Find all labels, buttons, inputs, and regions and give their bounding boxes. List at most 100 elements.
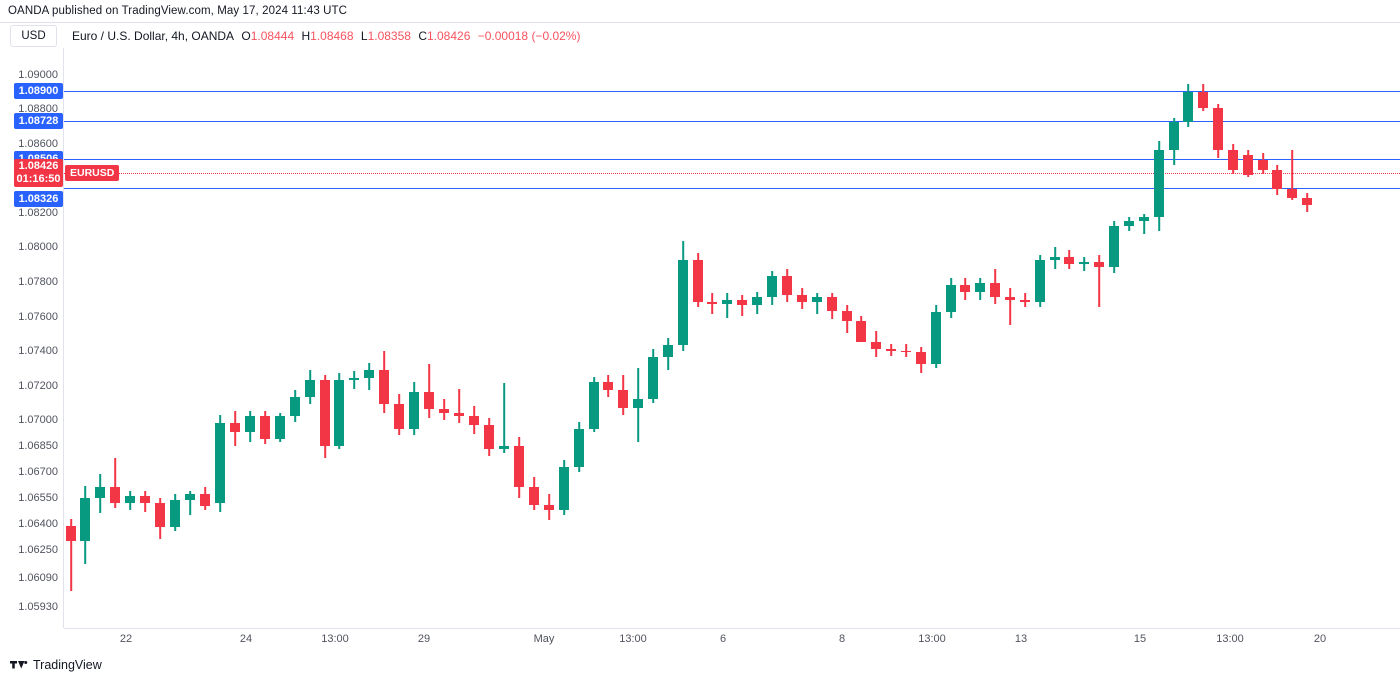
candlestick-up xyxy=(290,48,300,628)
change-value: −0.00018 (−0.02%) xyxy=(477,29,581,43)
close-value: 1.08426 xyxy=(426,29,471,43)
price-level-tag[interactable]: 1.08900 xyxy=(14,83,63,99)
candlestick-down xyxy=(394,48,404,628)
candle-body xyxy=(886,348,896,351)
candlestick-up xyxy=(975,48,985,628)
candle-body xyxy=(1109,225,1119,268)
candlestick-down xyxy=(916,48,926,628)
chart-legend: USD Euro / U.S. Dollar, 4h, OANDA O1.084… xyxy=(0,24,580,48)
candle-body xyxy=(574,428,584,467)
candle-body xyxy=(856,321,866,342)
price-axis-label: 1.06850 xyxy=(18,440,58,452)
candlestick-down xyxy=(827,48,837,628)
time-axis-label: 29 xyxy=(417,633,431,645)
low-value: 1.08358 xyxy=(367,29,411,43)
candle-body xyxy=(559,466,569,510)
candlestick-up xyxy=(364,48,374,628)
horizontal-price-line[interactable] xyxy=(64,91,1400,92)
price-axis-label: 1.06700 xyxy=(18,466,58,478)
candle-body xyxy=(200,494,210,507)
candle-body xyxy=(66,525,76,542)
current-price-tag[interactable]: 1.08426 01:16:50 xyxy=(14,159,63,187)
candle-body xyxy=(1272,170,1282,190)
time-axis[interactable]: 22 24 13:00 29 May 13:00 6 8 13:00 13 15 13:00 20 xyxy=(64,628,1400,650)
price-axis-label: 1.06550 xyxy=(18,492,58,504)
candle-body xyxy=(767,276,777,297)
candle-body xyxy=(990,282,1000,297)
candlestick-down xyxy=(707,48,717,628)
time-axis-label: 13:00 xyxy=(619,633,647,645)
candlestick-down xyxy=(1302,48,1312,628)
candlestick-down xyxy=(1005,48,1015,628)
candle-body xyxy=(499,445,509,450)
candle-body xyxy=(1183,92,1193,122)
candlestick-up xyxy=(946,48,956,628)
price-axis-label: 1.08200 xyxy=(18,207,58,219)
candlestick-down xyxy=(1198,48,1208,628)
candle-body xyxy=(275,416,285,439)
candle-body xyxy=(439,409,449,413)
price-level-tag[interactable]: 1.08326 xyxy=(14,191,63,207)
candlestick-up xyxy=(215,48,225,628)
candlestick-down xyxy=(1287,48,1297,628)
candle-body xyxy=(1094,262,1104,268)
candlestick-up xyxy=(170,48,180,628)
symbol-price-badge[interactable]: EURUSD xyxy=(65,165,120,181)
footer: TradingView xyxy=(0,650,1400,679)
candle-body xyxy=(364,369,374,379)
candlestick-up xyxy=(663,48,673,628)
candlestick-up xyxy=(752,48,762,628)
candle-body xyxy=(931,312,941,365)
candle-body xyxy=(1258,159,1268,171)
price-axis-label: 1.08800 xyxy=(18,103,58,115)
current-price-line[interactable] xyxy=(64,173,1400,174)
candlestick-up xyxy=(1169,48,1179,628)
price-axis-label: 1.06400 xyxy=(18,518,58,530)
candlestick-down xyxy=(155,48,165,628)
candlestick-down xyxy=(110,48,120,628)
high-value: 1.08468 xyxy=(310,29,354,43)
horizontal-price-line[interactable] xyxy=(64,188,1400,189)
candlestick-down xyxy=(1064,48,1074,628)
candle-body xyxy=(1064,256,1074,264)
candlestick-up xyxy=(185,48,195,628)
candlestick-down xyxy=(1258,48,1268,628)
candle-body xyxy=(648,357,658,400)
price-axis[interactable]: 1.09000 1.08800 1.08600 1.08200 1.08000 1.078… xyxy=(0,48,64,628)
candlestick-down xyxy=(1213,48,1223,628)
candle-body xyxy=(454,412,464,417)
candle-body xyxy=(484,425,494,450)
tradingview-wordmark: TradingView xyxy=(33,657,102,672)
candle-body xyxy=(1079,262,1089,264)
candlestick-up xyxy=(589,48,599,628)
tradingview-logo[interactable]: TradingView xyxy=(10,658,102,672)
candlestick-down xyxy=(1272,48,1282,628)
close-label: C xyxy=(418,29,427,43)
candle-body xyxy=(1169,121,1179,150)
candle-body xyxy=(110,487,120,504)
horizontal-price-line[interactable] xyxy=(64,159,1400,160)
candlestick-up xyxy=(812,48,822,628)
chart-plot-area[interactable]: EURUSD xyxy=(64,48,1400,628)
candlestick-up xyxy=(499,48,509,628)
candle-body xyxy=(603,381,613,391)
candlestick-up xyxy=(1109,48,1119,628)
candlestick-down xyxy=(960,48,970,628)
candle-body xyxy=(827,296,837,311)
candle-body xyxy=(916,352,926,365)
candle-wick xyxy=(1291,149,1293,200)
candle-body xyxy=(170,499,180,528)
time-axis-label: 13:00 xyxy=(1216,633,1244,645)
candle-wick xyxy=(711,293,713,315)
time-axis-label: 8 xyxy=(838,633,846,645)
horizontal-price-line[interactable] xyxy=(64,121,1400,122)
currency-badge[interactable]: USD xyxy=(10,25,57,47)
candlestick-up xyxy=(305,48,315,628)
candlestick-up xyxy=(275,48,285,628)
candle-body xyxy=(678,260,688,346)
price-level-tag[interactable]: 1.08728 xyxy=(14,113,63,129)
candlestick-down xyxy=(842,48,852,628)
candlestick-down xyxy=(66,48,76,628)
candle-body xyxy=(514,445,524,488)
candle-body xyxy=(960,284,970,292)
